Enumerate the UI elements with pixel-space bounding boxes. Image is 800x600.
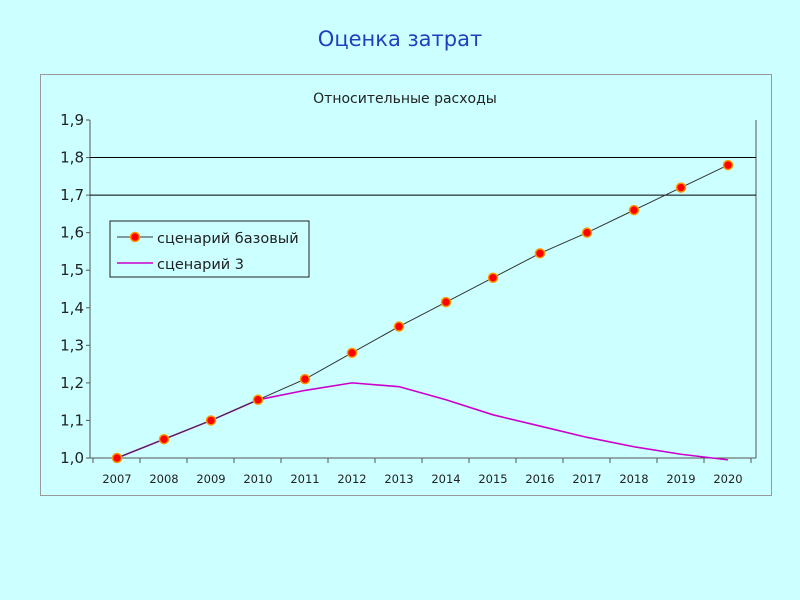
x-tick-label: 2008 (149, 472, 178, 486)
x-tick-label: 2013 (384, 472, 413, 486)
legend-box (109, 220, 310, 278)
legend-marker-base (129, 231, 141, 243)
series-base-point (487, 272, 499, 283)
x-tick-label: 2018 (619, 472, 648, 486)
y-tick-label: 1,9 (60, 111, 84, 129)
series-base-point (205, 415, 217, 426)
series-lines (116, 164, 729, 461)
y-tick-label: 1,8 (60, 149, 84, 167)
x-tick-label: 2009 (196, 472, 225, 486)
x-tick-label: 2011 (290, 472, 319, 486)
legend-label-3: сценарий 3 (157, 257, 244, 273)
x-tick-label: 2020 (713, 472, 742, 486)
chart-panel: Относительные расходы 1,0 1,1 1,2 1,3 1,4 1,5… (40, 74, 772, 496)
series-base-point (299, 373, 311, 385)
legend-label-base: сценарий базовый (157, 231, 299, 247)
series-base-point (252, 394, 264, 406)
series-base-point (675, 182, 687, 193)
x-tick-label: 2010 (243, 472, 272, 486)
series-markers (111, 159, 734, 464)
y-tick-label: 1,5 (60, 261, 84, 279)
x-tick-label: 2019 (666, 472, 695, 486)
series-base-point (440, 296, 452, 308)
x-tick-label: 2012 (337, 472, 366, 486)
y-tick-label: 1,7 (60, 186, 84, 204)
series-base-point (722, 159, 734, 171)
x-tick-label: 2014 (431, 472, 460, 486)
y-tick-label: 1,4 (60, 299, 84, 317)
series-base-point (393, 321, 405, 332)
y-tick-label: 1,0 (60, 449, 84, 467)
series-base-point (346, 347, 358, 359)
x-tick-label: 2007 (102, 472, 131, 486)
x-tick-label: 2017 (572, 472, 601, 486)
y-tick-label: 1,3 (60, 336, 84, 354)
x-tick-label: 2016 (525, 472, 554, 486)
gridlines (90, 157, 756, 196)
series-base-point (111, 452, 123, 464)
y-tick-label: 1,6 (60, 224, 84, 242)
slide-title: Оценка затрат (317, 27, 483, 51)
series-base-point (158, 433, 170, 445)
series-base-line (116, 164, 729, 459)
chart-title: Относительные расходы (313, 91, 497, 107)
series-base-point (534, 248, 546, 259)
x-tick-label: 2015 (478, 472, 507, 486)
line-chart: Относительные расходы 1,0 1,1 1,2 1,3 1,4 1,5… (60, 91, 757, 486)
y-tick-label: 1,2 (60, 374, 84, 392)
series-base-point (628, 204, 640, 216)
x-axis: 2007 2008 2009 2010 2011 2012 2013 2014 2015 2016… (92, 458, 752, 486)
plot-area (89, 120, 757, 459)
y-tick-label: 1,1 (60, 411, 84, 429)
legend: сценарий базовый сценарий 3 (109, 220, 310, 278)
series-base-point (581, 227, 593, 238)
y-axis: 1,0 1,1 1,2 1,3 1,4 1,5 1,6 1,7 1,8 1,9 (60, 111, 90, 467)
